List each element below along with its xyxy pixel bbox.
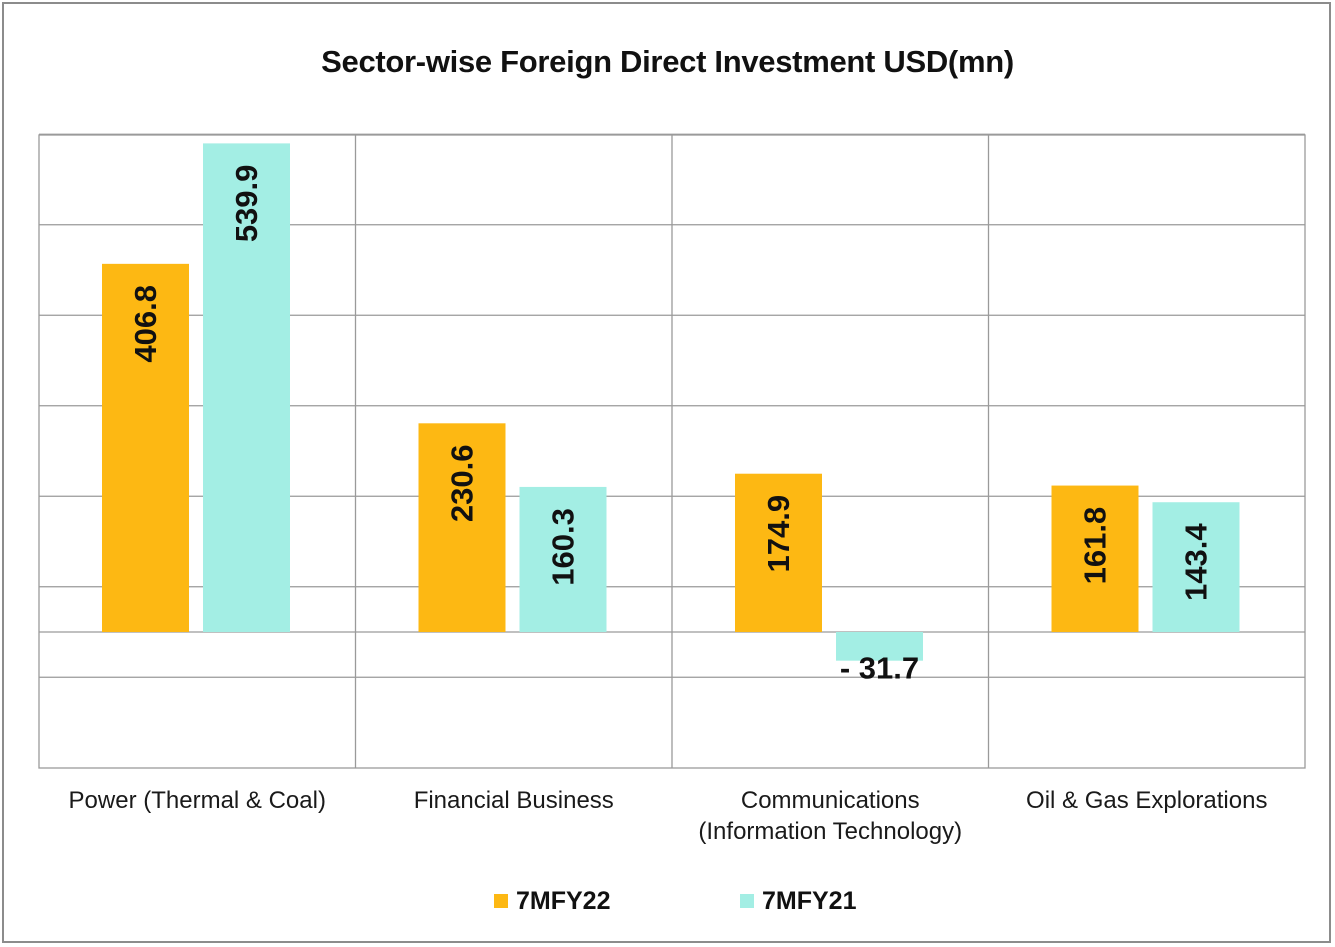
legend-item-7mfy21: 7MFY21 <box>740 886 856 916</box>
legend-item-7mfy22: 7MFY22 <box>494 886 610 916</box>
data-label-7mfy22-power-thermal-coal: 406.8 <box>128 285 163 363</box>
data-label-7mfy21-financial-business: 160.3 <box>546 508 581 586</box>
data-labels: 406.8 230.6 174.9 161.8 539.9 160.3 - 31.7 143.… <box>128 165 1214 686</box>
bar-7mfy22-power-thermal-coal <box>102 263 189 632</box>
data-label-7mfy21-oil-gas-explorations: 143.4 <box>1179 523 1214 601</box>
category-labels: Power (Thermal & Coal) Financial Business… <box>69 787 1268 845</box>
data-label-7mfy22-communications-information-technology: 174.9 <box>761 495 796 573</box>
category-label-communications-information-technology: (Information Technology) <box>698 818 962 845</box>
bar-7mfy21-oil-gas-explorations <box>1152 502 1240 632</box>
legend-swatch-7mfy21 <box>740 894 754 908</box>
legend-label-7mfy21: 7MFY21 <box>762 886 857 915</box>
data-label-7mfy22-financial-business: 230.6 <box>445 445 480 523</box>
bar-7mfy21-power-thermal-coal <box>203 143 290 632</box>
bar-7mfy22-oil-gas-explorations <box>1051 485 1139 632</box>
bar-7mfy21-financial-business <box>519 486 607 632</box>
legend-swatch-7mfy22 <box>494 894 508 908</box>
bar-7mfy21-communications-information-technology <box>836 632 923 661</box>
data-label-7mfy21-power-thermal-coal: 539.9 <box>229 165 264 243</box>
category-label-oil-gas-explorations: Oil & Gas Explorations <box>1026 787 1267 814</box>
data-label-7mfy22-oil-gas-explorations: 161.8 <box>1078 507 1113 585</box>
category-label-financial-business: Financial Business <box>414 787 614 814</box>
category-label-power-thermal-coal: Power (Thermal & Coal) <box>69 787 326 814</box>
bar-7mfy22-communications-information-technology <box>735 473 822 632</box>
chart-title: Sector-wise Foreign Direct Investment US… <box>321 44 1014 79</box>
legend-label-7mfy22: 7MFY22 <box>516 886 611 915</box>
category-label-communications-information-technology: Communications <box>741 787 920 814</box>
bar-7mfy22-financial-business <box>418 423 506 632</box>
data-label-7mfy21-communications-information-technology: - 31.7 <box>840 651 919 686</box>
bars <box>102 143 1240 661</box>
